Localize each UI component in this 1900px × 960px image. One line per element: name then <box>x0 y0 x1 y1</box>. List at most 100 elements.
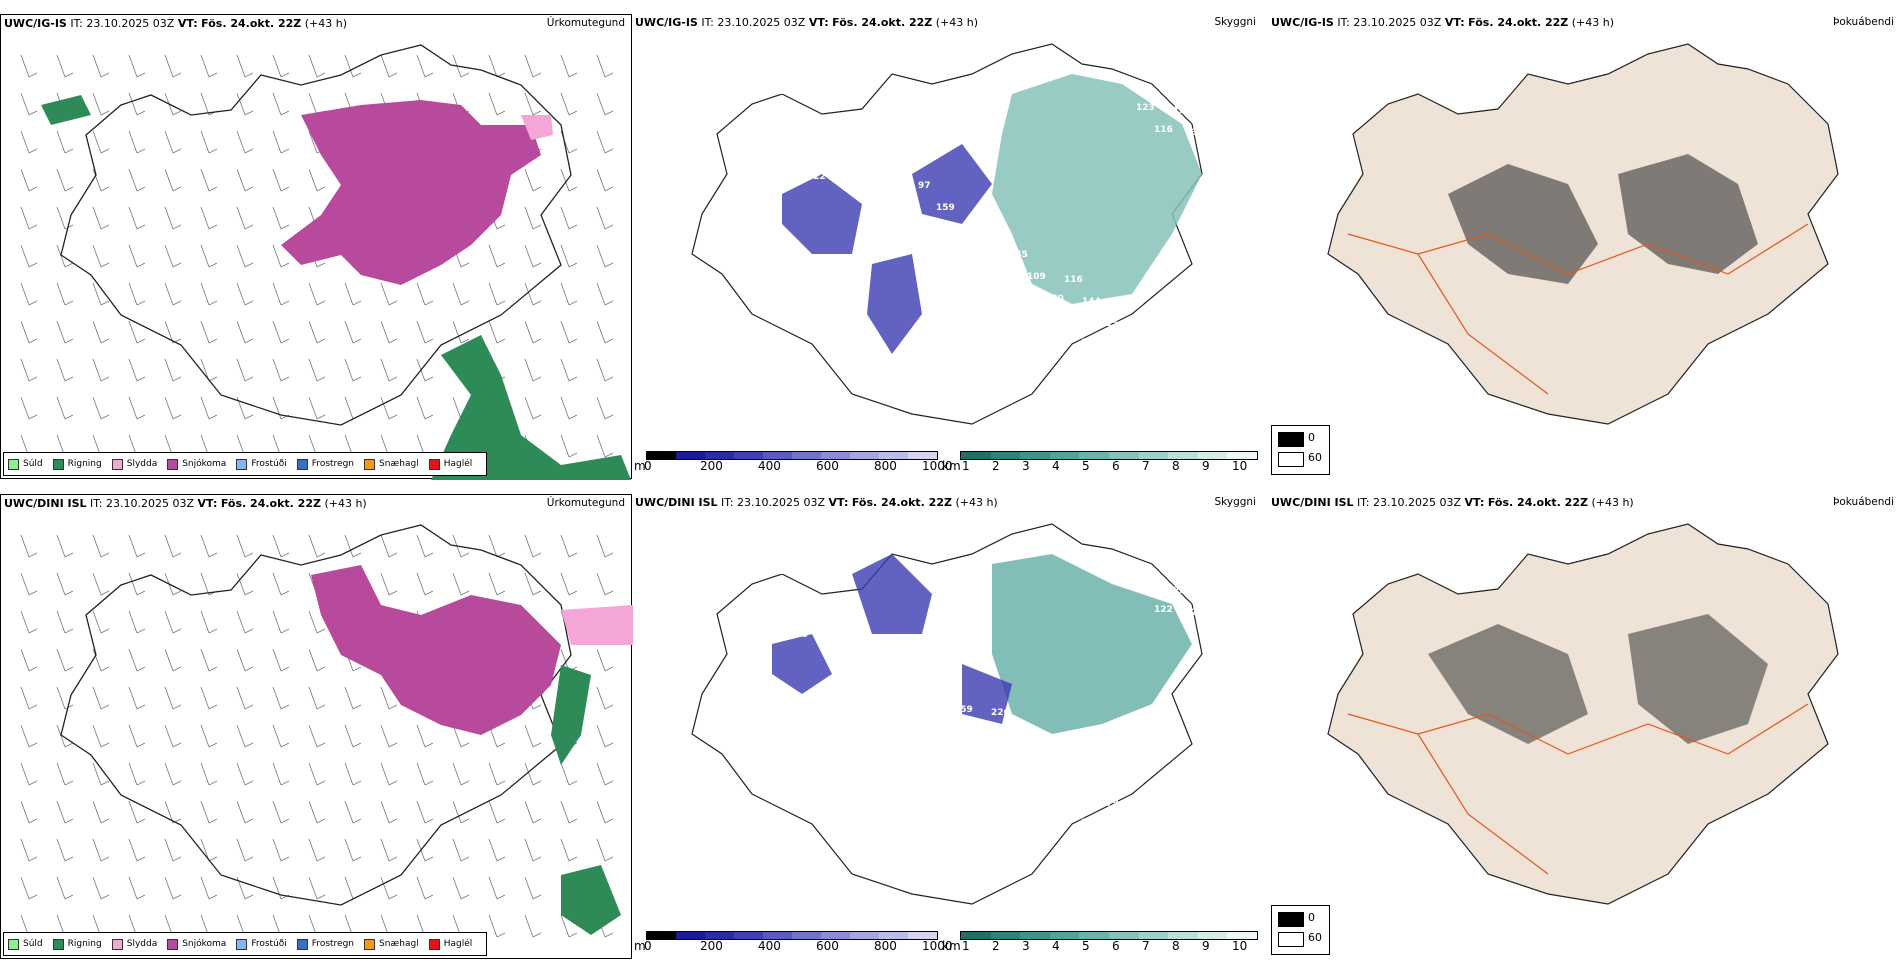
lead-time: (+43 h) <box>955 496 998 509</box>
wind-barb <box>416 800 434 824</box>
wind-barb <box>200 282 218 306</box>
legend-item-rain: Rigning <box>52 458 102 470</box>
wind-barb <box>560 800 578 824</box>
wind-barb <box>164 168 182 192</box>
wind-barb <box>92 686 110 710</box>
wind-barb <box>308 610 326 634</box>
wind-barb <box>272 92 290 116</box>
wind-barb <box>524 762 542 786</box>
wind-barb <box>236 282 254 306</box>
rain-area-se <box>551 665 621 935</box>
wind-barb <box>56 876 74 900</box>
wind-barb <box>128 648 146 672</box>
wind-barb <box>272 320 290 344</box>
ceiling-label: 583 <box>990 749 1009 759</box>
wind-barb <box>200 838 218 862</box>
wind-barb <box>200 876 218 900</box>
wind-barb <box>236 800 254 824</box>
wind-barb <box>164 282 182 306</box>
rain-area-nw <box>41 95 91 125</box>
wind-barb <box>452 876 470 900</box>
wind-barb <box>56 800 74 824</box>
model-name: UWC/IG-IS <box>635 16 698 29</box>
wind-barb <box>92 648 110 672</box>
wind-barb <box>164 876 182 900</box>
legend-item-rain: Rigning <box>52 938 102 950</box>
wind-barb <box>560 282 578 306</box>
wind-barb <box>344 282 362 306</box>
ceiling-label: 89 <box>863 636 876 646</box>
legend-item-snow-pellets: Snæhagl <box>364 938 419 950</box>
wind-barb <box>596 838 614 862</box>
wind-barb <box>452 762 470 786</box>
wind-barb <box>596 320 614 344</box>
visibility-area <box>992 74 1202 304</box>
wind-barb <box>380 320 398 344</box>
legend-item-freezing-rain: Frostregn <box>296 938 354 950</box>
fog-legend: 0 60 <box>1271 425 1330 475</box>
wind-barb <box>56 396 74 420</box>
wind-barb <box>380 762 398 786</box>
ceiling-label: 159 <box>954 705 973 715</box>
legend-item-drizzle: Súld <box>8 458 43 470</box>
wind-barb <box>272 168 290 192</box>
wind-barb <box>596 434 614 458</box>
it-value: 23.10.2025 03Z <box>86 17 175 30</box>
wind-barb <box>92 800 110 824</box>
wind-barb <box>416 358 434 382</box>
it-value: 23.10.2025 03Z <box>717 16 806 29</box>
wind-barb <box>20 168 38 192</box>
wind-barb <box>164 206 182 230</box>
wind-barb <box>236 724 254 748</box>
ceiling-label: 182 <box>1063 796 1082 806</box>
wind-barb <box>164 130 182 154</box>
ceiling-label: 222 <box>881 178 900 188</box>
wind-barb <box>488 876 506 900</box>
ceiling-label: 379 <box>917 222 936 232</box>
ceiling-label: 186 <box>935 724 954 734</box>
wind-barb <box>596 762 614 786</box>
wind-barb <box>272 206 290 230</box>
panel-title: UWC/DINI ISL IT: 23.10.2025 03Z VT: Fös.… <box>1271 496 1634 509</box>
precip-legend: Súld Rigning Slydda Snjókoma Frostúði Fr… <box>3 932 488 956</box>
wind-barb <box>200 396 218 420</box>
ceiling-label: 145 <box>1009 250 1028 260</box>
ceiling-label: 252 <box>845 614 864 624</box>
precip-type-map <box>20 524 633 938</box>
visibility-colorbar-swatches <box>960 451 1258 460</box>
snow-area <box>311 565 561 735</box>
wind-barb <box>308 534 326 558</box>
wind-barb <box>56 244 74 268</box>
iceland-outline <box>691 523 1203 905</box>
ceiling-label: 164 <box>790 589 809 599</box>
ceiling-label: 116 <box>1154 125 1173 135</box>
ceiling-label: 159 <box>936 203 955 213</box>
ceiling-label: 150 <box>789 150 808 160</box>
wind-barb <box>236 168 254 192</box>
wind-barb <box>560 534 578 558</box>
iceland-outline <box>60 44 572 426</box>
wind-barb <box>20 396 38 420</box>
fog-panel-row1: UWC/DINI ISL IT: 23.10.2025 03Z VT: Fös.… <box>1268 494 1900 959</box>
wind-barb <box>416 876 434 900</box>
visibility-ceiling-map: 1001009770116831181061591451442591942221… <box>691 43 1210 425</box>
wind-barb <box>164 800 182 824</box>
visibility-unit: km <box>942 939 961 953</box>
field-name: Þokuábendi <box>1833 496 1894 508</box>
wind-barb <box>524 282 542 306</box>
wind-barb <box>128 282 146 306</box>
wind-barb <box>92 206 110 230</box>
wind-barb <box>380 838 398 862</box>
ceiling-label: 71 <box>936 683 949 693</box>
wind-barb <box>488 800 506 824</box>
fog-legend: 0 60 <box>1271 905 1330 955</box>
vt-value: Fös. 24.okt. 22Z <box>851 496 952 509</box>
wind-barb <box>416 838 434 862</box>
wind-barb <box>596 800 614 824</box>
iceland-outline <box>691 43 1203 425</box>
wind-barb <box>380 724 398 748</box>
ceiling-label: 150 <box>862 677 881 687</box>
ceiling-label: 139 <box>1027 752 1046 762</box>
wind-barb <box>92 762 110 786</box>
wind-barb <box>20 534 38 558</box>
